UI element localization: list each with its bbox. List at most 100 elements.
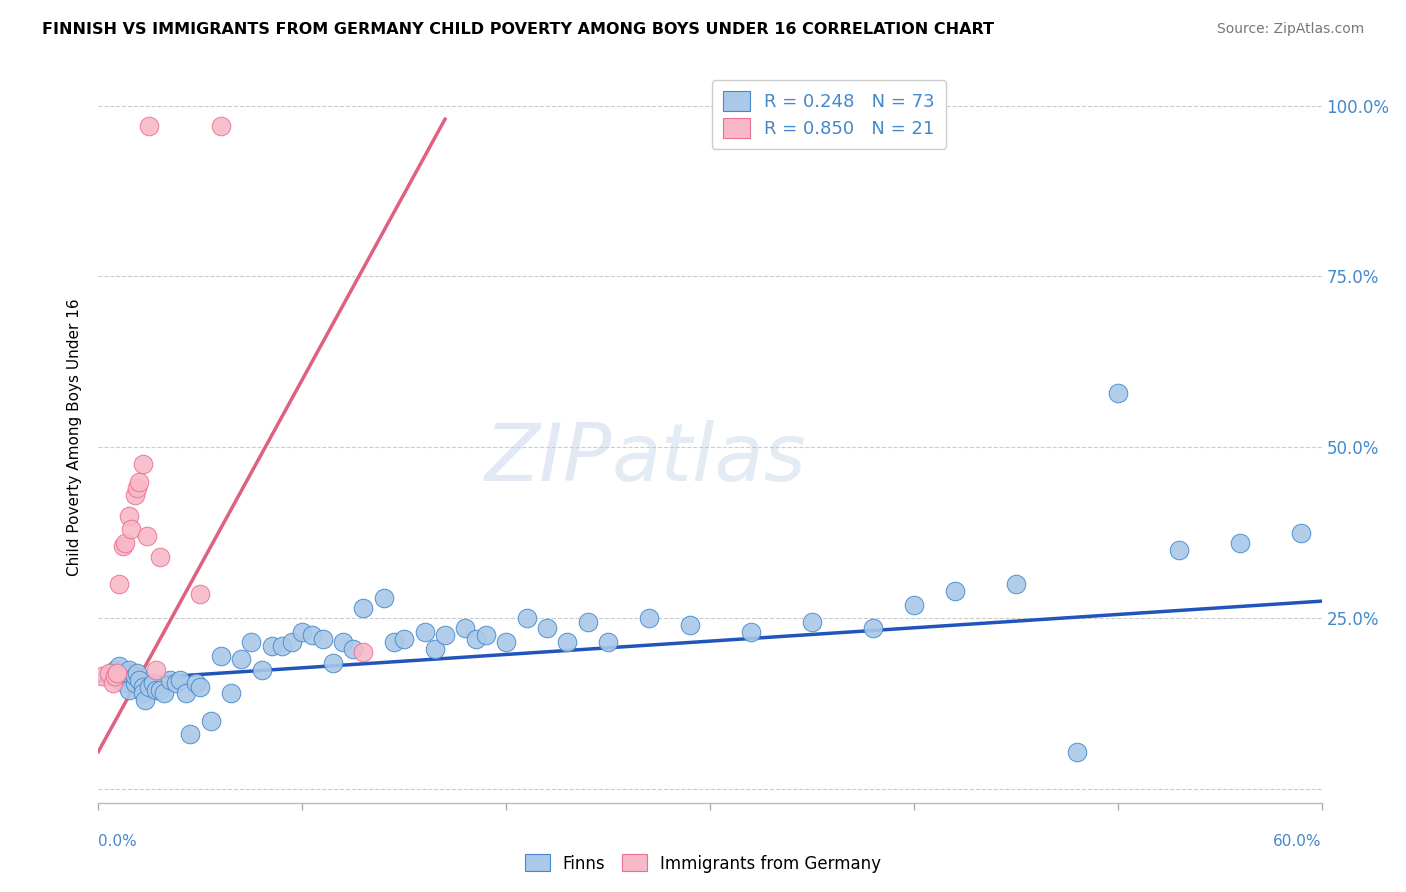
Point — [149, 549, 172, 564]
Point — [1291, 525, 1313, 540]
Point — [301, 628, 323, 642]
Point — [132, 458, 155, 472]
Point — [598, 635, 620, 649]
Point — [91, 669, 114, 683]
Point — [118, 683, 141, 698]
Point — [145, 663, 167, 677]
Text: Source: ZipAtlas.com: Source: ZipAtlas.com — [1216, 22, 1364, 37]
Point — [312, 632, 335, 646]
Point — [169, 673, 191, 687]
Point — [862, 622, 884, 636]
Point — [1167, 542, 1189, 557]
Point — [142, 676, 165, 690]
Point — [101, 676, 124, 690]
Point — [219, 686, 242, 700]
Point — [114, 676, 136, 690]
Text: 0.0%: 0.0% — [98, 834, 138, 849]
Point — [322, 656, 344, 670]
Point — [536, 622, 558, 636]
Point — [128, 673, 150, 687]
Point — [474, 628, 498, 642]
Point — [679, 618, 702, 632]
Point — [128, 475, 150, 489]
Point — [332, 635, 354, 649]
Point — [104, 669, 127, 683]
Point — [209, 119, 232, 133]
Point — [136, 529, 159, 543]
Point — [1066, 745, 1088, 759]
Text: FINNISH VS IMMIGRANTS FROM GERMANY CHILD POVERTY AMONG BOYS UNDER 16 CORRELATION: FINNISH VS IMMIGRANTS FROM GERMANY CHILD… — [42, 22, 994, 37]
Point — [118, 508, 141, 523]
Point — [1004, 577, 1026, 591]
Point — [240, 635, 263, 649]
Point — [270, 639, 294, 653]
Point — [152, 686, 174, 700]
Point — [231, 652, 253, 666]
Point — [188, 680, 212, 694]
Point — [124, 488, 146, 502]
Point — [149, 683, 172, 698]
Point — [382, 635, 405, 649]
Point — [740, 624, 762, 639]
Point — [165, 676, 187, 690]
Point — [464, 632, 486, 646]
Point — [352, 645, 374, 659]
Point — [108, 577, 131, 591]
Point — [413, 624, 436, 639]
Point — [138, 680, 160, 694]
Text: ZIP: ZIP — [485, 420, 612, 498]
Point — [516, 611, 538, 625]
Point — [454, 622, 477, 636]
Point — [801, 615, 824, 629]
Point — [352, 601, 374, 615]
Point — [342, 642, 364, 657]
Point — [111, 540, 134, 554]
Point — [434, 628, 457, 642]
Point — [118, 665, 141, 680]
Point — [134, 693, 156, 707]
Point — [200, 714, 222, 728]
Point — [638, 611, 661, 625]
Point — [943, 583, 966, 598]
Point — [97, 665, 120, 680]
Point — [1107, 385, 1129, 400]
Point — [145, 683, 167, 698]
Point — [114, 669, 136, 683]
Point — [495, 635, 517, 649]
Point — [114, 536, 136, 550]
Point — [557, 635, 579, 649]
Point — [423, 642, 446, 657]
Point — [250, 663, 273, 677]
Point — [108, 659, 131, 673]
Text: atlas: atlas — [612, 420, 807, 498]
Y-axis label: Child Poverty Among Boys Under 16: Child Poverty Among Boys Under 16 — [67, 298, 83, 576]
Point — [260, 639, 283, 653]
Point — [120, 522, 142, 536]
Point — [124, 669, 146, 683]
Point — [281, 635, 304, 649]
Point — [188, 587, 212, 601]
Point — [104, 663, 127, 677]
Point — [576, 615, 599, 629]
Point — [124, 676, 146, 690]
Text: 60.0%: 60.0% — [1274, 834, 1322, 849]
Point — [392, 632, 416, 646]
Point — [127, 665, 149, 680]
Point — [373, 591, 395, 605]
Point — [138, 119, 160, 133]
Legend: Finns, Immigrants from Germany: Finns, Immigrants from Germany — [517, 847, 889, 880]
Point — [209, 648, 232, 663]
Point — [108, 673, 131, 687]
Point — [291, 624, 314, 639]
Point — [174, 686, 197, 700]
Point — [101, 665, 124, 680]
Point — [105, 665, 128, 680]
Point — [179, 727, 201, 741]
Point — [186, 676, 208, 690]
Legend: R = 0.248   N = 73, R = 0.850   N = 21: R = 0.248 N = 73, R = 0.850 N = 21 — [711, 80, 946, 149]
Point — [1229, 536, 1251, 550]
Point — [132, 686, 155, 700]
Point — [97, 669, 120, 683]
Point — [903, 598, 925, 612]
Point — [118, 663, 141, 677]
